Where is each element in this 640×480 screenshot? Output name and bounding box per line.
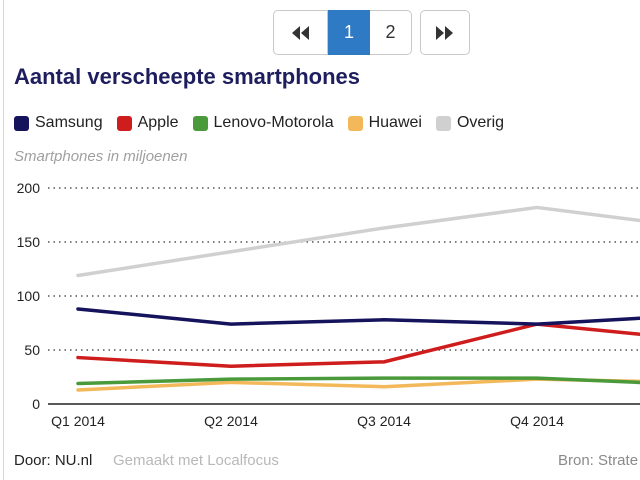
legend-label: Overig [456,114,505,131]
legend-swatch [347,115,363,131]
series-line-lenovo-motorola [76,376,640,386]
series-line-apple [76,322,640,368]
series-line-overig [76,205,640,278]
y-tick-label: 100 [17,288,41,304]
x-tick-label: Q3 2014 [357,413,411,429]
y-tick-label: 50 [24,342,40,358]
legend-swatch [14,115,29,131]
chart-legend: Samsung Apple Lenovo-Motorola Huawei Ove… [14,114,518,132]
legend-swatch [192,115,208,131]
legend-label: Apple [137,114,179,131]
legend-item[interactable]: Huawei [347,114,422,132]
page-1-button[interactable]: 1 [328,10,370,55]
legend-label: Samsung [35,114,103,131]
legend-item[interactable]: Lenovo-Motorola [192,114,334,132]
legend-label: Huawei [368,114,422,131]
footer-source: Bron: Strate [558,452,639,469]
double-chevron-right-icon [436,25,453,40]
legend-label: Lenovo-Motorola [213,114,334,131]
page-2-button[interactable]: 2 [370,10,412,55]
footer-made-with[interactable]: Gemaakt met Localfocus [113,452,279,469]
y-tick-label: 150 [17,234,41,250]
x-tick-label: Q4 2014 [510,413,564,429]
y-axis-label: Smartphones in miljoenen [14,148,188,165]
pagination: 1 2 [273,10,470,55]
y-tick-label: 200 [17,180,41,196]
legend-swatch [116,115,132,131]
series-line-samsung [76,307,640,326]
legend-item[interactable]: Overig [435,114,505,132]
chart-frame [3,0,640,480]
chart-title: Aantal verscheepte smartphones [14,64,361,89]
footer-author: Door: NU.nl [14,452,93,469]
legend-item[interactable]: Samsung [14,114,103,132]
first-page-button[interactable] [273,10,328,55]
y-tick-label: 0 [32,396,40,412]
last-page-button[interactable] [420,10,470,55]
x-tick-label: Q1 2014 [51,413,105,429]
legend-swatch [435,115,451,131]
x-tick-label: Q2 2014 [204,413,258,429]
double-chevron-left-icon [291,25,309,40]
legend-item[interactable]: Apple [116,114,179,132]
